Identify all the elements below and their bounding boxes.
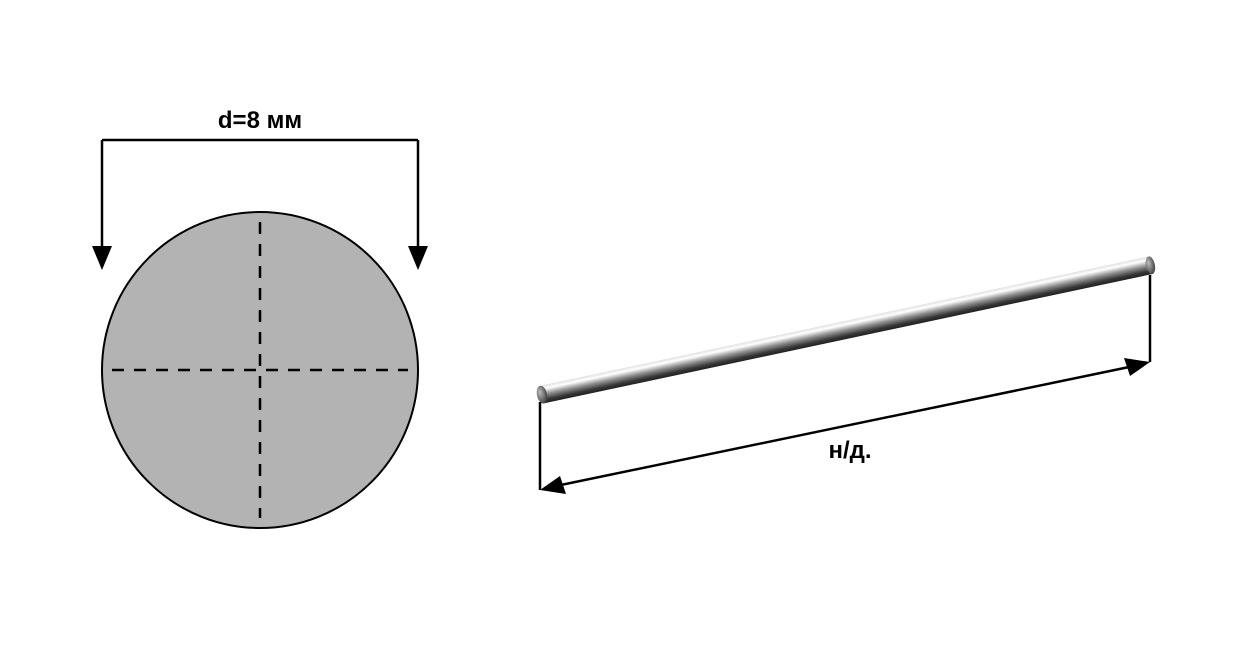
- length-label: н/д.: [828, 437, 871, 464]
- side-view: н/д.: [535, 256, 1156, 494]
- cross-section-view: d=8 мм: [92, 107, 428, 528]
- dim-arrow-left: [92, 246, 112, 270]
- dim-arrow-right: [408, 246, 428, 270]
- cross-section-circle: [102, 212, 418, 528]
- rod-body: [535, 256, 1156, 405]
- technical-diagram: d=8 мм н/д.: [0, 0, 1240, 660]
- length-arrow-left: [540, 476, 566, 494]
- diameter-label: d=8 мм: [218, 107, 302, 134]
- length-arrow-right: [1124, 358, 1150, 376]
- diagram-svg: d=8 мм н/д.: [0, 0, 1240, 660]
- length-dimension-line: [556, 366, 1134, 486]
